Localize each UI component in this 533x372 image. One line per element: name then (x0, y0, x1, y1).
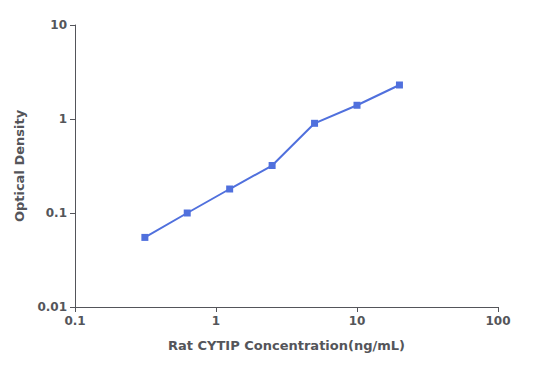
svg-text:10: 10 (50, 18, 67, 32)
svg-text:0.1: 0.1 (46, 206, 67, 220)
svg-text:0.1: 0.1 (64, 314, 85, 328)
svg-text:Rat CYTIP Concentration(ng/mL): Rat CYTIP Concentration(ng/mL) (168, 338, 405, 353)
svg-text:10: 10 (349, 314, 366, 328)
svg-text:1: 1 (212, 314, 220, 328)
svg-text:Optical Density: Optical Density (12, 109, 27, 222)
svg-text:100: 100 (485, 314, 510, 328)
svg-text:1: 1 (59, 112, 67, 126)
svg-text:0.01: 0.01 (37, 300, 67, 314)
